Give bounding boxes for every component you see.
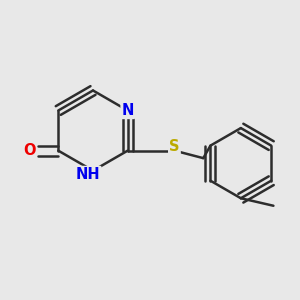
Text: S: S — [169, 140, 180, 154]
Text: N: N — [122, 103, 134, 118]
Text: NH: NH — [76, 167, 100, 182]
Text: O: O — [23, 143, 35, 158]
